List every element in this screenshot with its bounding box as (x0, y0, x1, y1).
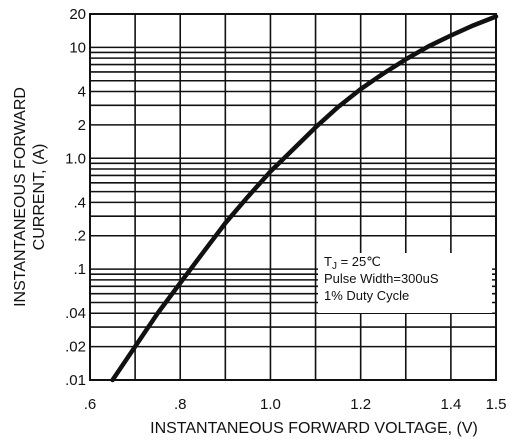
series-line (110, 14, 499, 383)
x-tick-label: 1.5 (486, 396, 507, 413)
x-tick-label: .6 (84, 396, 97, 413)
y-axis-title-line2: CURRENT, (A) (31, 144, 48, 251)
annotation-line2: Pulse Width=300uS (324, 271, 439, 286)
y-tick-label: 20 (69, 6, 86, 23)
y-tick-label: .01 (65, 372, 86, 389)
y-tick-label: .04 (65, 305, 86, 322)
x-axis-title: INSTANTANEOUS FORWARD VOLTAGE, (V) (150, 420, 478, 437)
annotation-box (318, 253, 492, 313)
y-tick-label: .1 (73, 261, 86, 278)
annotation-t: T (324, 254, 332, 269)
y-tick-label: .02 (65, 339, 86, 356)
plot-background (90, 14, 496, 380)
y-axis-title-line1: INSTANTANEOUS FORWARD (12, 87, 29, 307)
annotation-temperature: = 25℃ (337, 254, 381, 269)
x-tick-label: 1.4 (440, 396, 461, 413)
plot-frame (89, 13, 497, 381)
y-tick-label: 1.0 (65, 150, 86, 167)
y-tick-label: 4 (78, 83, 86, 100)
x-tick-label: 1.0 (260, 396, 281, 413)
x-tick-labels: .6 .8 1.0 1.2 1.4 1.5 (84, 396, 507, 413)
annotation-line3: 1% Duty Cycle (324, 288, 409, 303)
y-tick-label: 2 (78, 117, 86, 134)
y-tick-labels: 20 10 4 2 1.0 .4 .2 .1 .04 .02 .01 (65, 6, 86, 389)
annotation-line1: TJ = 25℃ (324, 254, 381, 272)
y-tick-label: .4 (73, 194, 86, 211)
x-tick-label: 1.2 (350, 396, 371, 413)
y-tick-label: 10 (69, 39, 86, 56)
x-tick-label: .8 (174, 396, 187, 413)
y-tick-label: .2 (73, 228, 86, 245)
annotation-subscript: J (332, 261, 337, 272)
